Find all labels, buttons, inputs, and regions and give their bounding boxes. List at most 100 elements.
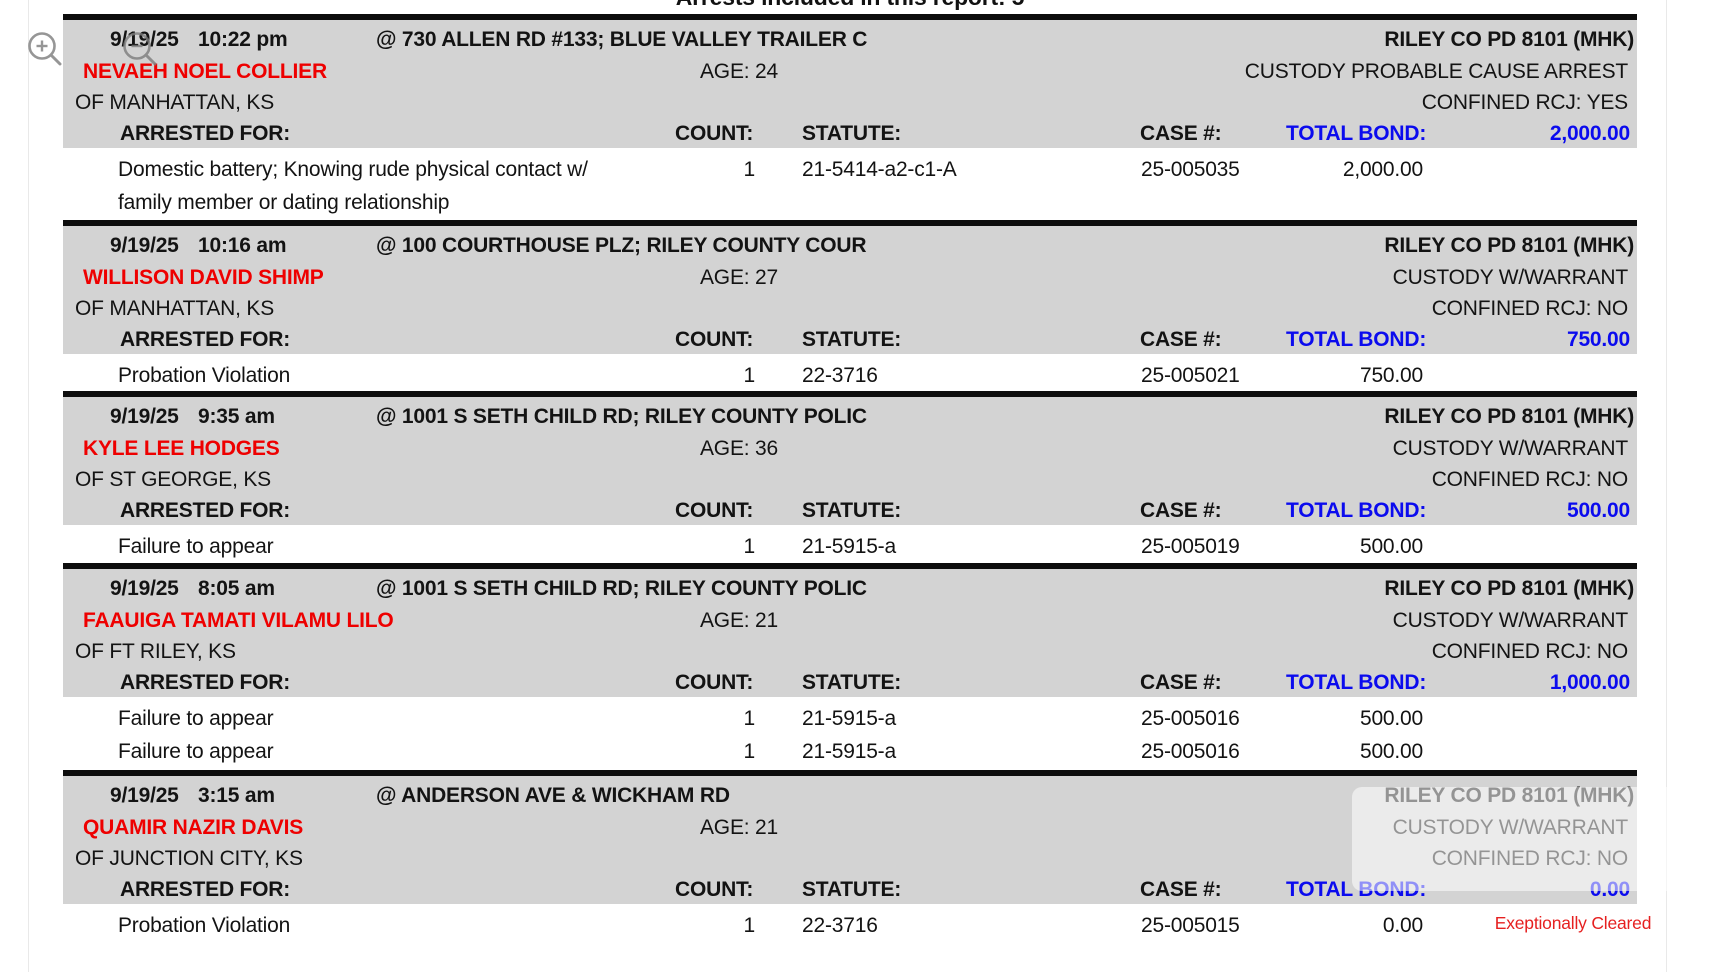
custody-type: CUSTODY W/WARRANT bbox=[1392, 266, 1629, 289]
arrested-for-label: ARRESTED FOR: bbox=[120, 122, 291, 145]
charge-case-number: 25-005016 bbox=[1141, 707, 1240, 730]
arrestee-age: AGE: 27 bbox=[700, 266, 778, 289]
arrestee-residence: OF FT RILEY, KS bbox=[75, 640, 236, 663]
statute-label: STATUTE: bbox=[802, 878, 902, 901]
record-header-band: 9/19/25 8:05 am @ 1001 S SETH CHILD RD; … bbox=[63, 569, 1637, 697]
arrest-time: 9:35 am bbox=[198, 405, 275, 428]
image-zoom-overlay bbox=[1352, 787, 1697, 891]
case-number-label: CASE #: bbox=[1140, 499, 1222, 522]
total-bond-label: TOTAL BOND: bbox=[1286, 328, 1427, 351]
arrested-for-label: ARRESTED FOR: bbox=[120, 499, 291, 522]
total-bond-amount: 500.00 bbox=[1566, 499, 1630, 522]
record-top-rule bbox=[63, 770, 1637, 776]
charge-case-number: 25-005016 bbox=[1141, 740, 1240, 763]
custody-type: CUSTODY W/WARRANT bbox=[1392, 437, 1629, 460]
charge-list: Failure to appear 1 21-5915-a 25-005016 … bbox=[63, 702, 1637, 768]
charge-row: Failure to appear 1 21-5915-a 25-005019 … bbox=[63, 530, 1637, 563]
total-bond-label: TOTAL BOND: bbox=[1286, 122, 1427, 145]
custody-type: CUSTODY PROBABLE CAUSE ARREST bbox=[1244, 60, 1628, 83]
charge-bond: 750.00 bbox=[1359, 364, 1423, 387]
case-number-label: CASE #: bbox=[1140, 878, 1222, 901]
arrest-time: 10:16 am bbox=[198, 234, 287, 257]
charge-bond: 500.00 bbox=[1359, 740, 1423, 763]
total-bond-amount: 1,000.00 bbox=[1549, 671, 1630, 694]
count-label: COUNT: bbox=[675, 499, 754, 522]
count-label: COUNT: bbox=[675, 878, 754, 901]
charge-count: 1 bbox=[743, 364, 756, 387]
arrest-location: @ 1001 S SETH CHILD RD; RILEY COUNTY POL… bbox=[376, 577, 867, 600]
arrest-date: 9/19/25 bbox=[110, 405, 179, 428]
arrested-for-label: ARRESTED FOR: bbox=[120, 671, 291, 694]
arrest-location: @ 730 ALLEN RD #133; BLUE VALLEY TRAILER… bbox=[376, 28, 868, 51]
arrestee-age: AGE: 21 bbox=[700, 816, 778, 839]
arrest-record: 9/19/25 10:16 am @ 100 COURTHOUSE PLZ; R… bbox=[63, 220, 1637, 392]
charge-bond: 500.00 bbox=[1359, 707, 1423, 730]
zoom-out-icon[interactable] bbox=[121, 30, 161, 70]
arrestee-residence: OF MANHATTAN, KS bbox=[75, 297, 275, 320]
charge-case-number: 25-005019 bbox=[1141, 535, 1240, 558]
count-label: COUNT: bbox=[675, 671, 754, 694]
arrest-record: 9/19/25 9:35 am @ 1001 S SETH CHILD RD; … bbox=[63, 391, 1637, 563]
arresting-agency: RILEY CO PD 8101 (MHK) bbox=[1384, 405, 1634, 428]
charge-count: 1 bbox=[743, 740, 756, 763]
charge-case-number: 25-005035 bbox=[1141, 158, 1240, 181]
case-number-label: CASE #: bbox=[1140, 671, 1222, 694]
record-header-band: 9/19/25 10:16 am @ 100 COURTHOUSE PLZ; R… bbox=[63, 226, 1637, 354]
arrest-time: 8:05 am bbox=[198, 577, 275, 600]
arrestee-name: FAAUIGA TAMATI VILAMU LILO bbox=[83, 609, 394, 632]
record-top-rule bbox=[63, 14, 1637, 20]
arrest-record: 9/19/25 10:22 pm @ 730 ALLEN RD #133; BL… bbox=[63, 14, 1637, 219]
arrest-time: 3:15 am bbox=[198, 784, 275, 807]
total-bond-amount: 750.00 bbox=[1566, 328, 1630, 351]
zoom-in-icon[interactable] bbox=[26, 30, 66, 70]
statute-label: STATUTE: bbox=[802, 499, 902, 522]
report-title: Arrests included in this report: 5 bbox=[63, 0, 1637, 10]
record-top-rule bbox=[63, 391, 1637, 397]
charge-description: Probation Violation bbox=[118, 364, 291, 387]
arrest-date: 9/19/25 bbox=[110, 28, 179, 51]
charge-description: Failure to appear bbox=[118, 535, 274, 558]
case-number-label: CASE #: bbox=[1140, 122, 1222, 145]
arrest-time: 10:22 pm bbox=[198, 28, 288, 51]
arrested-for-label: ARRESTED FOR: bbox=[120, 328, 291, 351]
arrestee-name: NEVAEH NOEL COLLIER bbox=[83, 60, 327, 83]
arrest-record: 9/19/25 8:05 am @ 1001 S SETH CHILD RD; … bbox=[63, 563, 1637, 768]
charge-statute: 22-3716 bbox=[802, 914, 878, 937]
statute-label: STATUTE: bbox=[802, 671, 902, 694]
charge-disposition-note: Exeptionally Cleared bbox=[1494, 913, 1652, 933]
confined-status: CONFINED RCJ: NO bbox=[1431, 640, 1629, 663]
custody-type: CUSTODY W/WARRANT bbox=[1392, 609, 1629, 632]
arrested-for-label: ARRESTED FOR: bbox=[120, 878, 291, 901]
case-number-label: CASE #: bbox=[1140, 328, 1222, 351]
charge-list: Probation Violation 1 22-3716 25-005021 … bbox=[63, 359, 1637, 392]
charge-bond: 500.00 bbox=[1359, 535, 1423, 558]
charge-count: 1 bbox=[743, 535, 756, 558]
charge-row: Domestic battery; Knowing rude physical … bbox=[63, 153, 1637, 219]
charge-description: Domestic battery; Knowing rude physical … bbox=[118, 158, 588, 214]
charge-list: Failure to appear 1 21-5915-a 25-005019 … bbox=[63, 530, 1637, 563]
confined-status: CONFINED RCJ: NO bbox=[1431, 468, 1629, 491]
charge-count: 1 bbox=[743, 914, 756, 937]
arrest-date: 9/19/25 bbox=[110, 577, 179, 600]
arrestee-age: AGE: 24 bbox=[700, 60, 778, 83]
arrest-location: @ 1001 S SETH CHILD RD; RILEY COUNTY POL… bbox=[376, 405, 867, 428]
record-top-rule bbox=[63, 563, 1637, 569]
arrestee-residence: OF ST GEORGE, KS bbox=[75, 468, 271, 491]
page-left-edge bbox=[28, 0, 29, 972]
charge-statute: 21-5915-a bbox=[802, 707, 896, 730]
charge-case-number: 25-005015 bbox=[1141, 914, 1240, 937]
charge-count: 1 bbox=[743, 158, 756, 181]
charge-description: Probation Violation bbox=[118, 914, 291, 937]
total-bond-amount: 2,000.00 bbox=[1549, 122, 1630, 145]
page-right-edge bbox=[1666, 0, 1667, 972]
arrest-date: 9/19/25 bbox=[110, 784, 179, 807]
count-label: COUNT: bbox=[675, 122, 754, 145]
charge-row: Probation Violation 1 22-3716 25-005015 … bbox=[63, 909, 1651, 942]
record-header-band: 9/19/25 9:35 am @ 1001 S SETH CHILD RD; … bbox=[63, 397, 1637, 525]
charge-row: Failure to appear 1 21-5915-a 25-005016 … bbox=[63, 702, 1637, 735]
charge-list: Domestic battery; Knowing rude physical … bbox=[63, 153, 1637, 219]
total-bond-label: TOTAL BOND: bbox=[1286, 671, 1427, 694]
record-header-band: 9/19/25 10:22 pm @ 730 ALLEN RD #133; BL… bbox=[63, 20, 1637, 148]
arrestee-name: WILLISON DAVID SHIMP bbox=[83, 266, 324, 289]
